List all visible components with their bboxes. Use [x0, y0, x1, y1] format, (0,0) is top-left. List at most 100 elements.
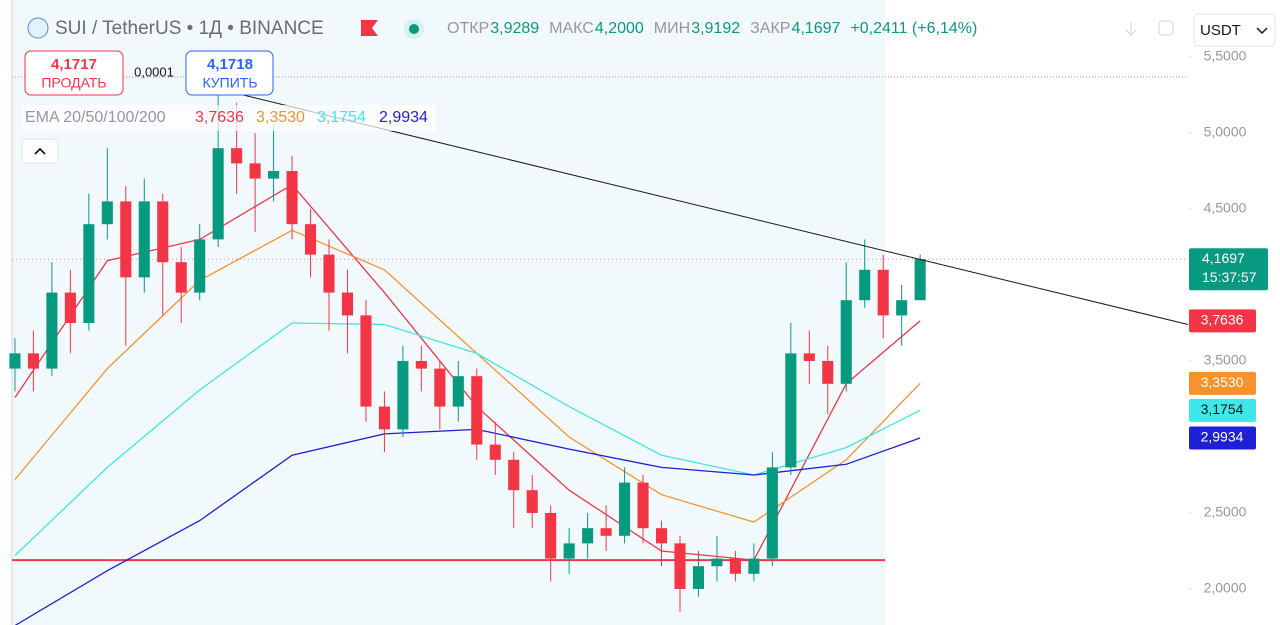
candle-body — [619, 482, 631, 536]
ema-value: 3,3530 — [256, 109, 305, 126]
collapse-button[interactable] — [21, 138, 59, 164]
candle-body — [101, 201, 113, 225]
candle-body — [434, 368, 446, 407]
candle-body — [397, 360, 409, 430]
candle-body — [545, 512, 557, 559]
price-timer: 15:37:57 — [1202, 269, 1257, 285]
ema-price-label: 2,9934 — [1201, 429, 1244, 445]
indicator-bg — [22, 105, 436, 131]
candle-body — [803, 353, 815, 361]
candle-body — [674, 543, 686, 589]
price-axis: 2,00002,50003,00003,50004,00004,50005,00… — [1188, 48, 1268, 596]
y-tick-label: 2,0000 — [1204, 580, 1247, 596]
candle-body — [914, 259, 926, 301]
candle-body — [637, 482, 649, 529]
sell-button[interactable] — [24, 50, 124, 96]
candle-body — [489, 444, 501, 460]
buy-label: КУПИТЬ — [202, 75, 257, 91]
candle-body — [175, 262, 187, 293]
ema-badge — [1189, 426, 1256, 450]
candle-body — [157, 201, 169, 263]
ema-price-label: 3,1754 — [1201, 401, 1244, 417]
candle-body — [46, 292, 58, 369]
ohlc-value: 4,1697 — [791, 20, 840, 37]
candle-body — [655, 528, 668, 544]
candle-body — [64, 292, 76, 323]
candle-body — [748, 558, 760, 574]
ohlc-label: МИН — [654, 20, 690, 37]
candle-body — [692, 566, 705, 589]
currency-label: USDT — [1200, 22, 1241, 39]
candle-body — [27, 353, 39, 369]
ema-line — [14, 322, 921, 556]
sell-label: ПРОДАТЬ — [41, 75, 106, 91]
candle-body — [600, 528, 612, 536]
highlight-region — [12, 0, 885, 625]
candle-body — [471, 376, 483, 445]
candle-body — [323, 254, 335, 293]
candle-body — [286, 170, 298, 225]
flag-icon[interactable] — [361, 20, 378, 36]
ema-value: 3,7636 — [195, 109, 244, 126]
candle-body — [711, 558, 723, 567]
candle-body — [231, 148, 243, 164]
y-tick-label: 4,5000 — [1204, 200, 1247, 216]
buy-price: 4,1718 — [207, 56, 253, 73]
candle-body — [822, 360, 834, 384]
ohlc-value: 3,9192 — [691, 20, 740, 37]
y-tick-label: 5,5000 — [1204, 48, 1247, 64]
status-dot — [409, 24, 419, 34]
download-icon[interactable] — [1125, 22, 1137, 36]
candle-body — [9, 353, 21, 369]
ema-value: 3,1754 — [317, 109, 366, 126]
buy-button[interactable] — [185, 50, 274, 96]
candle-body — [785, 353, 797, 468]
y-tick-label: 2,5000 — [1204, 504, 1247, 520]
candle-body — [138, 201, 150, 278]
candle-body — [83, 224, 95, 323]
candle-body — [526, 490, 538, 513]
candle-body — [415, 360, 427, 369]
ohlc-value: 4,2000 — [595, 20, 644, 37]
candle-body — [729, 558, 741, 574]
candle-body — [360, 315, 372, 407]
candle-body — [378, 406, 390, 430]
window-icon[interactable] — [1158, 20, 1174, 36]
ohlc-label: ЗАКР — [750, 20, 790, 37]
ema-badge — [1189, 371, 1256, 395]
candle-body — [582, 528, 594, 544]
symbol-title: SUI / TetherUS • 1Д • BINANCE — [55, 18, 324, 39]
candle-body — [341, 292, 354, 316]
ema-price-label: 3,7636 — [1201, 312, 1244, 328]
price-label: 4,1697 — [1202, 250, 1245, 266]
candle-body — [563, 543, 575, 559]
ema-badge — [1189, 398, 1256, 422]
ema-price-label: 3,3530 — [1201, 374, 1244, 390]
indicator-label: EMA 20/50/100/200 — [25, 109, 166, 126]
symbol-icon — [27, 17, 49, 39]
candle-body — [452, 376, 464, 407]
y-tick-label: 3,5000 — [1204, 352, 1247, 368]
candle-body — [268, 170, 280, 179]
candle-body — [249, 163, 261, 179]
candle-body — [896, 300, 908, 316]
candle-body — [194, 239, 206, 293]
ohlc-value: 3,9289 — [490, 20, 539, 37]
ohlc-value: +0,2411 (+6,14%) — [850, 20, 977, 37]
sell-price: 4,1717 — [51, 56, 97, 73]
candle-body — [766, 467, 778, 559]
candle-body — [508, 459, 520, 491]
price-badge — [1189, 248, 1268, 291]
candle-body — [840, 300, 852, 384]
candle-body — [877, 269, 889, 316]
spread: 0,0001 — [134, 64, 174, 79]
ema-value: 2,9934 — [379, 109, 428, 126]
candle-body — [120, 201, 132, 278]
collapse-icon — [34, 147, 46, 155]
currency-select[interactable] — [1193, 13, 1276, 47]
ohlc-label: ОТКР — [447, 20, 489, 37]
dropdown-arrow — [1256, 27, 1268, 35]
plot — [9, 83, 1189, 625]
candle-body — [212, 148, 224, 240]
